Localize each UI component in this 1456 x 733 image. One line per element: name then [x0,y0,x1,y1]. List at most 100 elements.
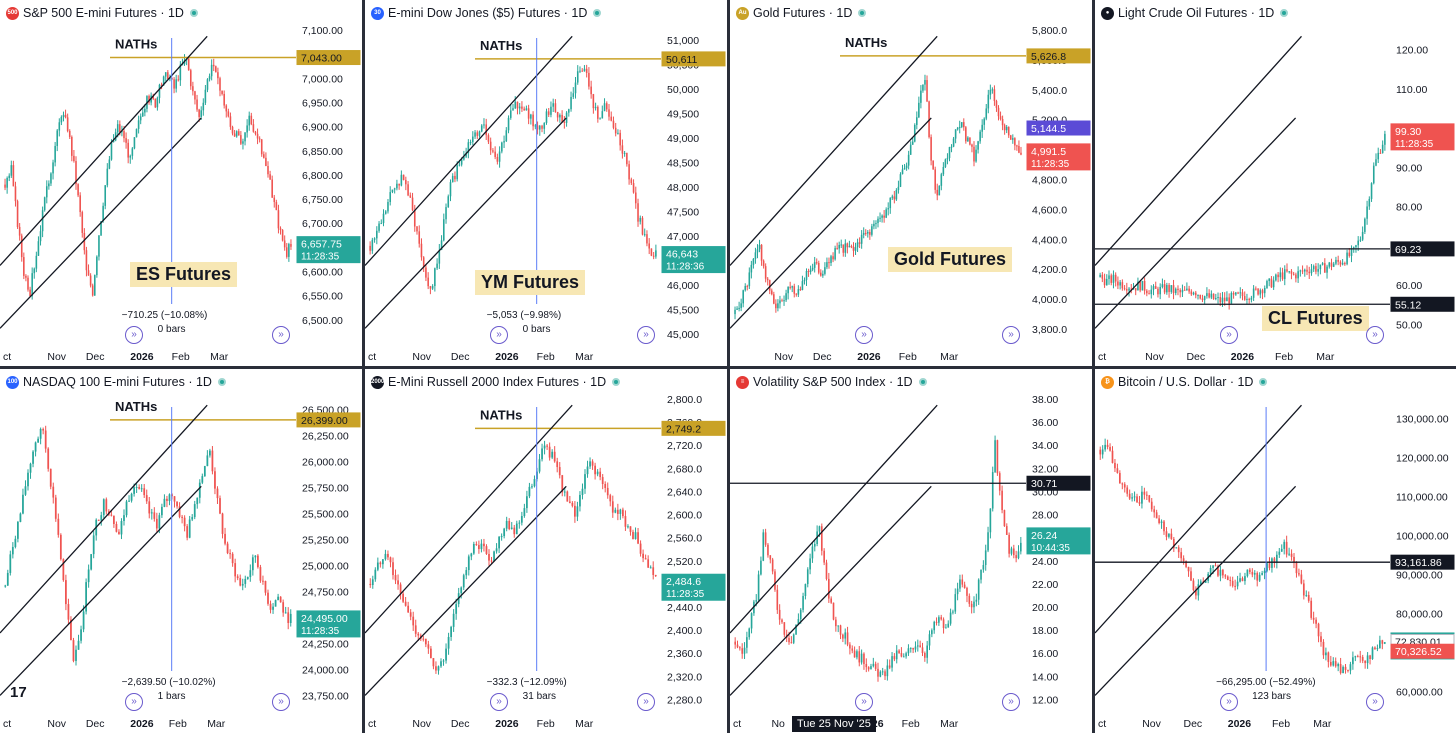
candle-body [987,532,989,551]
replay-button[interactable]: » [490,326,508,344]
scroll-to-realtime-button[interactable]: » [1002,693,1020,711]
candle-body [212,64,215,67]
replay-button[interactable]: » [125,693,143,711]
candle-body [8,175,11,179]
replay-button[interactable]: » [490,693,508,711]
candle-body [1361,231,1364,240]
candle-body [1299,270,1302,272]
chart-panel-gc[interactable]: 5,800.05,600.05,400.05,200.05,000.04,800… [730,0,1092,366]
scroll-to-realtime-button[interactable]: » [1002,326,1020,344]
candle-body [945,627,947,629]
candle-body [503,528,506,537]
candle-body [609,495,612,502]
candle-body [547,111,550,115]
chart-panel-nq[interactable]: 26,500.00 26,250.00 26,000.00 25,750.00 25,5… [0,369,362,733]
candle-body [973,146,975,162]
candle-body [402,593,404,602]
panel-title[interactable]: 2000 E-Mini Russell 2000 Index Futures · … [371,375,621,389]
candle-body [1379,640,1381,649]
panel-title[interactable]: ● Light Crude Oil Futures · 1D [1101,6,1289,20]
candle-body [556,461,559,468]
candle-body [129,155,132,158]
candle-body [1361,657,1364,661]
candle-body [748,628,751,638]
y-tick-label: 14.00 [1032,671,1058,683]
candle-body [505,130,508,142]
candle-body [480,125,483,132]
candle-body [897,186,900,191]
chart-panel-cl[interactable]: 120.00110.00100.0090.0080.0070.0060.0050… [1095,0,1456,366]
candle-body [25,275,27,278]
scroll-to-realtime-button[interactable]: » [637,693,655,711]
price-badge [1026,475,1091,491]
y-tick-label: 38.00 [1032,394,1058,406]
candle-body [156,97,159,108]
candle-body [1303,269,1306,272]
panel-title[interactable]: ≡ Volatility S&P 500 Index · 1D [736,375,927,389]
candle-body [1165,531,1168,537]
candle-body [1181,289,1184,293]
x-tick-label: Dec [813,351,832,363]
candle-body [576,506,579,517]
candle-body [867,667,870,670]
y-tick-label: 24,000.00 [302,664,349,676]
panel-title[interactable]: 500 S&P 500 E-mini Futures · 1D [6,6,198,20]
candle-body [252,124,255,132]
panel-title[interactable]: 30 E-mini Dow Jones ($5) Futures · 1D [371,6,602,20]
x-tick-label: Mar [1313,718,1332,730]
candle-body [143,488,146,496]
candle-body [1261,290,1264,294]
candle-body [1357,240,1359,246]
chart-panel-ym[interactable]: 51,00050,50050,00049,50049,00048,50048,0… [365,0,727,366]
replay-button[interactable]: » [855,693,873,711]
candle-body [1334,661,1337,667]
candle-body [869,232,871,235]
candle-body [989,89,992,95]
x-tick-label: Feb [902,718,920,730]
candle-body [1003,125,1006,131]
y-tick-label: 100,000.00 [1396,531,1449,543]
candle-body [586,466,589,475]
chart-svg: 5,800.05,600.05,400.05,200.05,000.04,800… [730,25,1091,363]
candle-body [852,246,855,251]
x-tick-label: Dec [1186,351,1205,363]
trend-channel [365,404,573,696]
scroll-to-realtime-button[interactable]: » [1366,326,1384,344]
chart-panel-es[interactable]: 7,100.007,050.007,000.006,950.006,900.00… [0,0,362,366]
candle-body [854,247,857,251]
candle-body [10,165,13,176]
candle-body [1128,288,1130,291]
candle-body [627,526,629,528]
panel-title[interactable]: Au Gold Futures · 1D [736,6,867,20]
candle-body [642,553,644,559]
chart-panel-vix[interactable]: 38.0036.0034.0032.0030.0028.0026.0024.00… [730,369,1092,733]
replay-button[interactable]: » [1220,326,1238,344]
candle-body [815,262,818,264]
y-tick-label: 2,680.0 [667,463,702,475]
candle-body [1288,271,1291,273]
candle-body [874,663,877,669]
scroll-to-realtime-button[interactable]: » [272,326,290,344]
candle-body [924,80,926,85]
chart-panel-btc[interactable]: 130,000.00 120,000.00 110,000.00 100,000.00… [1095,369,1456,733]
replay-button[interactable]: » [1220,693,1238,711]
x-tick-label: ct [368,718,376,730]
scroll-to-realtime-button[interactable]: » [637,326,655,344]
candle-body [452,613,455,627]
replay-button[interactable]: » [855,326,873,344]
candle-body [231,126,234,134]
candle-body [750,264,753,273]
scroll-to-realtime-button[interactable]: » [272,693,290,711]
candle-body [1270,278,1273,288]
panel-title[interactable]: ₿ Bitcoin / U.S. Dollar · 1D [1101,375,1268,389]
candle-body [801,281,804,290]
candle-body [105,499,108,512]
candle-body [1217,565,1219,576]
replay-button[interactable]: » [125,326,143,344]
scroll-to-realtime-button[interactable]: » [1366,693,1384,711]
panel-title[interactable]: 100 NASDAQ 100 E-mini Futures · 1D [6,375,226,389]
y-tick-label: 45,000 [667,329,699,341]
candle-body [1168,285,1170,292]
candle-body [422,638,425,640]
chart-panel-rty[interactable]: 2,800.02,760.02,720.02,680.02,640.02,600… [365,369,727,733]
